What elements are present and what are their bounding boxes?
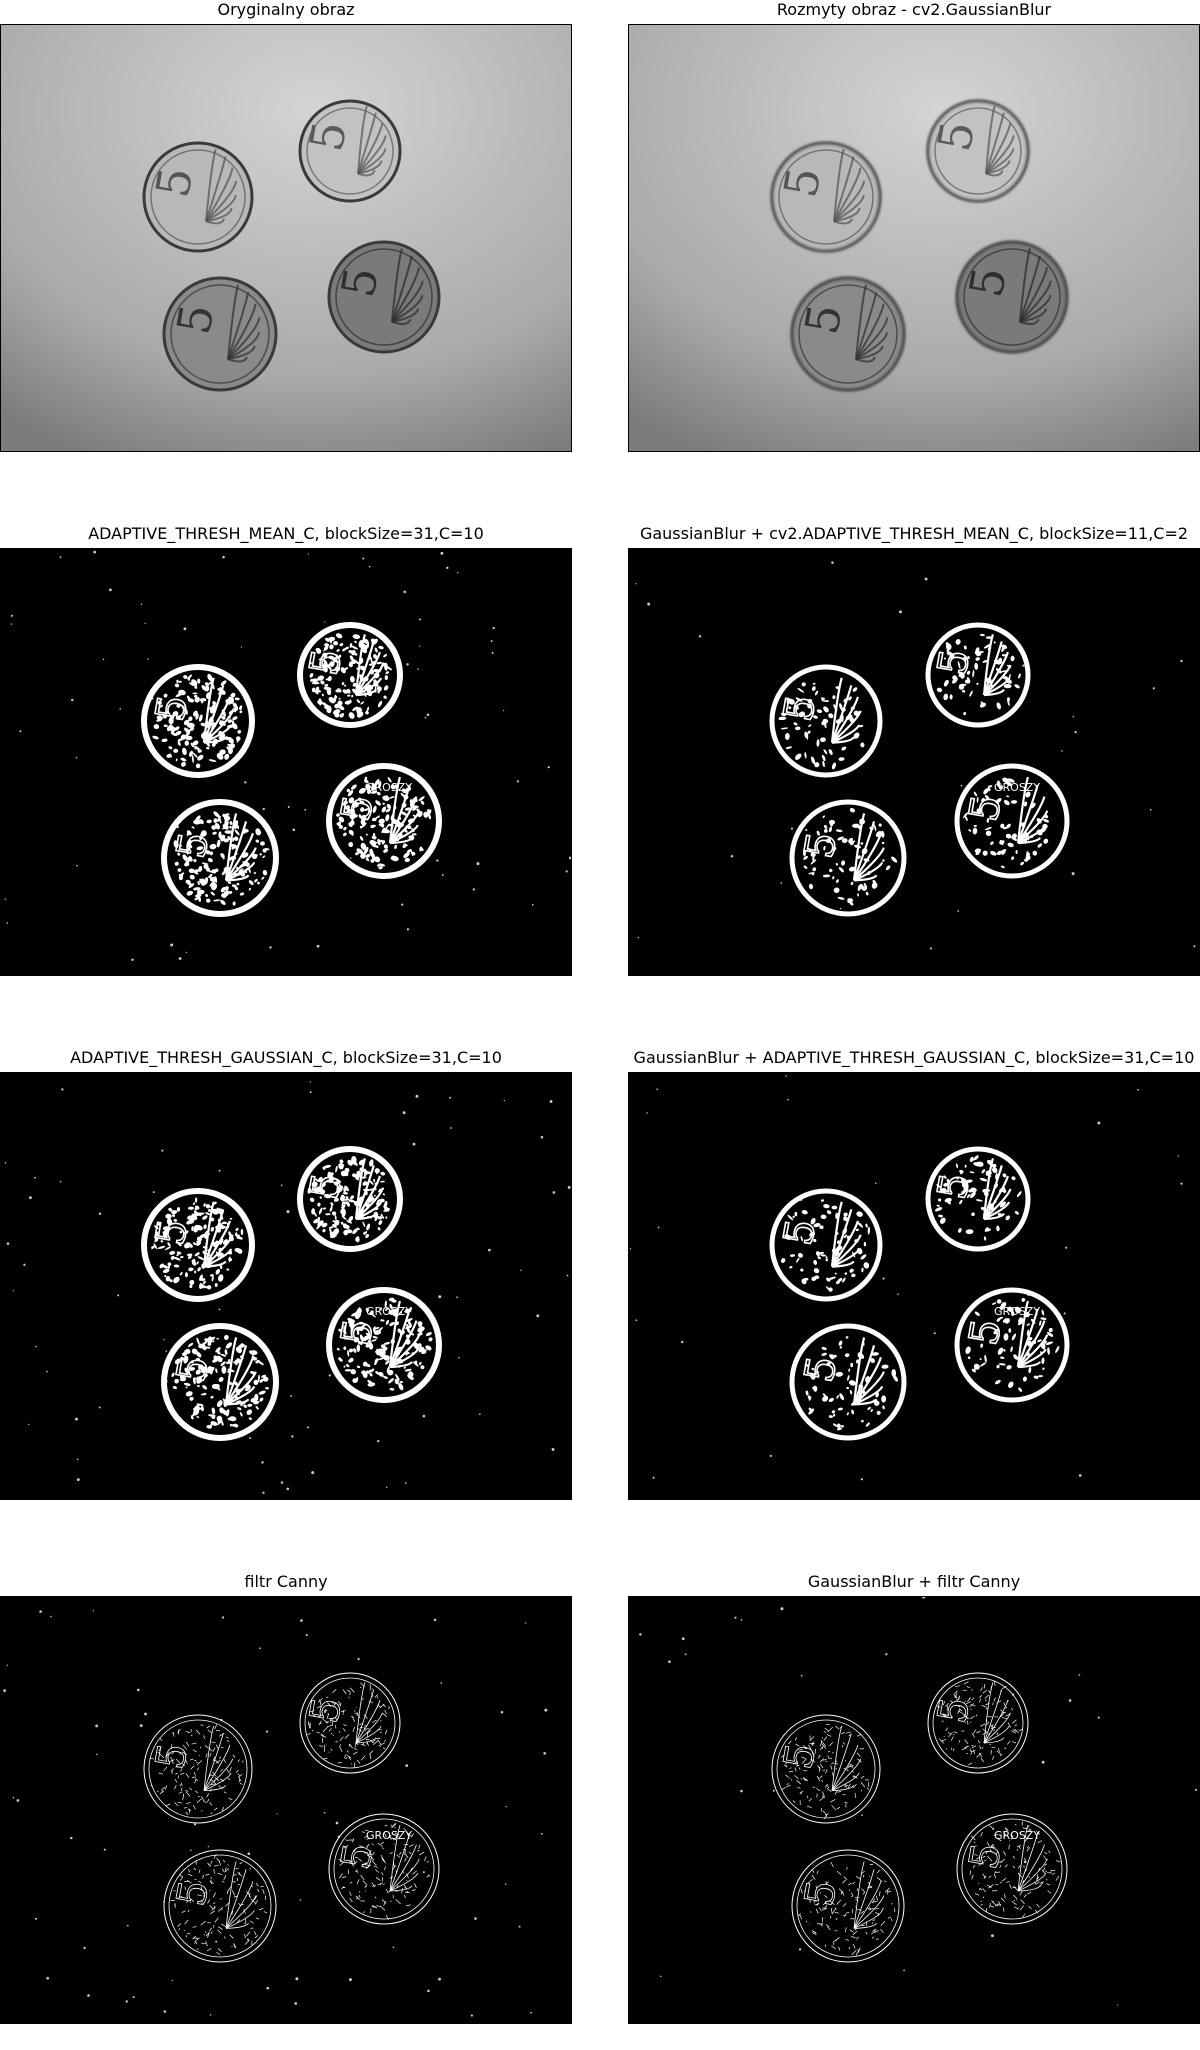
- coin-inscription: GROSZY: [994, 1305, 1040, 1318]
- coin: 5: [298, 99, 402, 203]
- panel-title: ADAPTIVE_THRESH_MEAN_C, blockSize=31,C=1…: [88, 524, 484, 543]
- panel-title: filtr Canny: [244, 1572, 328, 1591]
- panel-title: ADAPTIVE_THRESH_GAUSSIAN_C, blockSize=31…: [70, 1048, 502, 1067]
- coins-canny-image: 5 5 5 5 GROSZY: [0, 1596, 572, 2024]
- coin-inscription: GROSZY: [994, 1829, 1040, 1842]
- coin: 5: [327, 240, 441, 354]
- image-background: [1, 1597, 571, 2023]
- coin: 5: [955, 240, 1069, 354]
- panel-title: GaussianBlur + ADAPTIVE_THRESH_GAUSSIAN_…: [633, 1048, 1195, 1067]
- panel-title: Oryginalny obraz: [217, 0, 355, 19]
- panel-title: GaussianBlur + cv2.ADAPTIVE_THRESH_MEAN_…: [639, 524, 1189, 543]
- image-background: [629, 25, 1199, 451]
- coin: 5: [142, 141, 254, 253]
- coin: 5: [769, 1188, 883, 1302]
- coin-inscription: GROSZY: [366, 1829, 412, 1842]
- image-background: [629, 549, 1199, 975]
- coin: 5: [926, 99, 1030, 203]
- coins-blur-adaptive-mean-image: 5 5 5 5 GROSZY: [628, 548, 1200, 976]
- coin: 5: [162, 276, 278, 392]
- coin: 5: [161, 799, 279, 917]
- coin: 5: [790, 276, 906, 392]
- coin-inscription: GROSZY: [366, 1305, 412, 1318]
- image-background: [1, 25, 571, 451]
- coin: 5: [770, 141, 882, 253]
- coins-blur-canny-image: 5 5 5 5 GROSZY: [628, 1596, 1200, 2024]
- coins-blur-adaptive-gaussian-image: 5 5 5 5 GROSZY: [628, 1072, 1200, 1500]
- coin: 5: [297, 1146, 403, 1252]
- image-background: [1, 549, 571, 975]
- panel-title: Rozmyty obraz - cv2.GaussianBlur: [776, 0, 1052, 19]
- image-background: [629, 1597, 1199, 2023]
- image-background: [1, 1073, 571, 1499]
- coin-inscription: GROSZY: [366, 781, 412, 794]
- coin: 5: [771, 1714, 881, 1824]
- panel-title: GaussianBlur + filtr Canny: [807, 1572, 1021, 1591]
- coins-adaptive-mean-image: 5 5 5 5 GROSZY: [0, 548, 572, 976]
- coin: 5: [141, 664, 255, 778]
- coin-inscription: GROSZY: [994, 781, 1040, 794]
- coin: 5: [789, 799, 907, 917]
- image-background: [629, 1073, 1199, 1499]
- coin: 5: [769, 664, 883, 778]
- coins-adaptive-gaussian-image: 5 5 5 5 GROSZY: [0, 1072, 572, 1500]
